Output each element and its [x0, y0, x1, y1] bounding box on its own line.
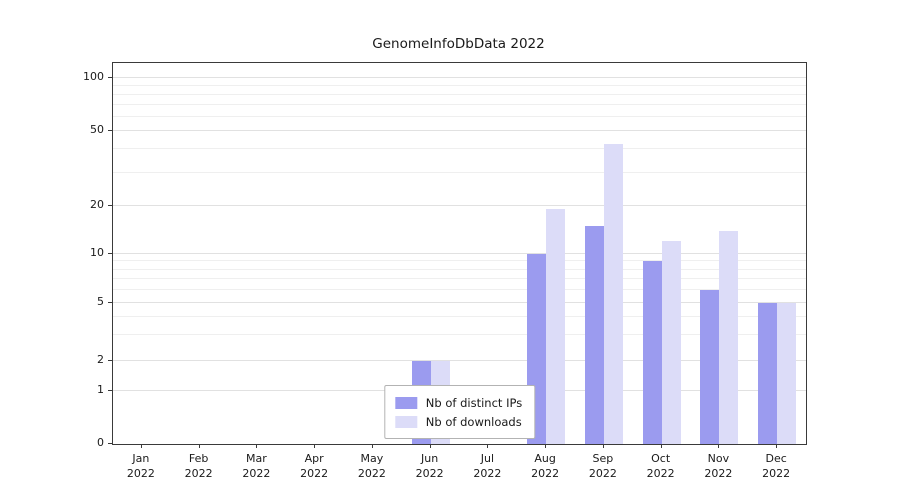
- y-tick-label: 1: [97, 383, 104, 397]
- x-tick-label-may: May 2022: [357, 452, 386, 480]
- y-tick-mark: [108, 302, 112, 304]
- gridline: [113, 302, 806, 304]
- y-tick-label: 20: [90, 197, 104, 211]
- legend-label-downloads: Nb of downloads: [425, 414, 522, 429]
- x-tick-label-jul: Jul 2022: [473, 452, 502, 480]
- gridline: [113, 252, 806, 254]
- gridline: [113, 359, 806, 361]
- gridline: [113, 94, 806, 96]
- x-tick-label-dec: Dec 2022: [762, 452, 791, 480]
- gridline: [113, 104, 806, 106]
- y-tick-mark: [108, 252, 112, 254]
- x-tick-label-jun: Jun 2022: [415, 452, 444, 480]
- x-tick-label-mar: Mar 2022: [242, 452, 271, 480]
- x-tick-label-aug: Aug 2022: [531, 452, 560, 480]
- y-tick-label: 10: [90, 245, 104, 259]
- gridline: [113, 260, 806, 262]
- legend-swatch-downloads: [394, 415, 417, 428]
- chart-title: GenomeInfoDbData 2022: [372, 36, 545, 52]
- x-tick-mark: [776, 444, 778, 448]
- x-tick-mark: [660, 444, 662, 448]
- x-tick-label-oct: Oct 2022: [646, 452, 675, 480]
- gridline: [113, 130, 806, 132]
- x-tick-mark: [487, 444, 489, 448]
- legend-item-downloads: Nb of downloads: [394, 412, 522, 431]
- gridline: [113, 268, 806, 270]
- bar-distinct-ips-oct: [642, 261, 662, 444]
- y-tick-mark: [108, 390, 112, 392]
- bar-downloads-oct: [661, 241, 681, 444]
- y-tick-label: 50: [90, 123, 104, 137]
- gridline: [113, 316, 806, 318]
- y-tick-mark: [108, 443, 112, 444]
- legend-item-distinct-ips: Nb of distinct IPs: [394, 393, 523, 412]
- x-tick-mark: [314, 444, 316, 448]
- x-tick-mark: [718, 444, 720, 448]
- gridline: [113, 116, 806, 118]
- x-tick-mark: [545, 444, 547, 448]
- x-tick-label-jan: Jan 2022: [126, 452, 155, 480]
- y-tick-label: 2: [97, 352, 104, 366]
- bar-downloads-sep: [603, 143, 623, 444]
- plot-area: Nb of distinct IPs Nb of downloads: [112, 62, 807, 445]
- bar-distinct-ips-sep: [584, 225, 604, 444]
- x-tick-mark: [371, 444, 373, 448]
- y-tick-mark: [108, 130, 112, 132]
- bar-downloads-nov: [719, 230, 739, 444]
- y-tick-mark: [108, 76, 112, 78]
- y-tick-label: 5: [97, 295, 104, 309]
- legend-label-distinct-ips: Nb of distinct IPs: [425, 395, 523, 410]
- gridline: [113, 289, 806, 291]
- bar-downloads-dec: [777, 303, 797, 444]
- y-tick-label: 0: [97, 436, 104, 449]
- x-tick-label-sep: Sep 2022: [588, 452, 617, 480]
- x-tick-mark: [256, 444, 258, 448]
- x-tick-label-apr: Apr 2022: [300, 452, 329, 480]
- gridline: [113, 171, 806, 173]
- bar-distinct-ips-nov: [700, 290, 720, 444]
- bar-distinct-ips-dec: [758, 303, 778, 444]
- y-tick-mark: [108, 204, 112, 206]
- gridline: [113, 334, 806, 336]
- x-tick-label-nov: Nov 2022: [704, 452, 733, 480]
- y-tick-label: 100: [83, 69, 104, 83]
- x-tick-label-feb: Feb 2022: [184, 452, 213, 480]
- x-tick-mark: [140, 444, 142, 448]
- x-tick-mark: [602, 444, 604, 448]
- gridline: [113, 148, 806, 150]
- gridline: [113, 204, 806, 206]
- x-tick-mark: [429, 444, 431, 448]
- x-tick-mark: [198, 444, 200, 448]
- gridline: [113, 84, 806, 86]
- bar-downloads-aug: [546, 209, 566, 444]
- legend: Nb of distinct IPs Nb of downloads: [383, 385, 536, 439]
- gridline: [113, 278, 806, 280]
- legend-swatch-distinct-ips: [394, 396, 417, 409]
- y-tick-mark: [108, 359, 112, 361]
- gridline: [113, 76, 806, 78]
